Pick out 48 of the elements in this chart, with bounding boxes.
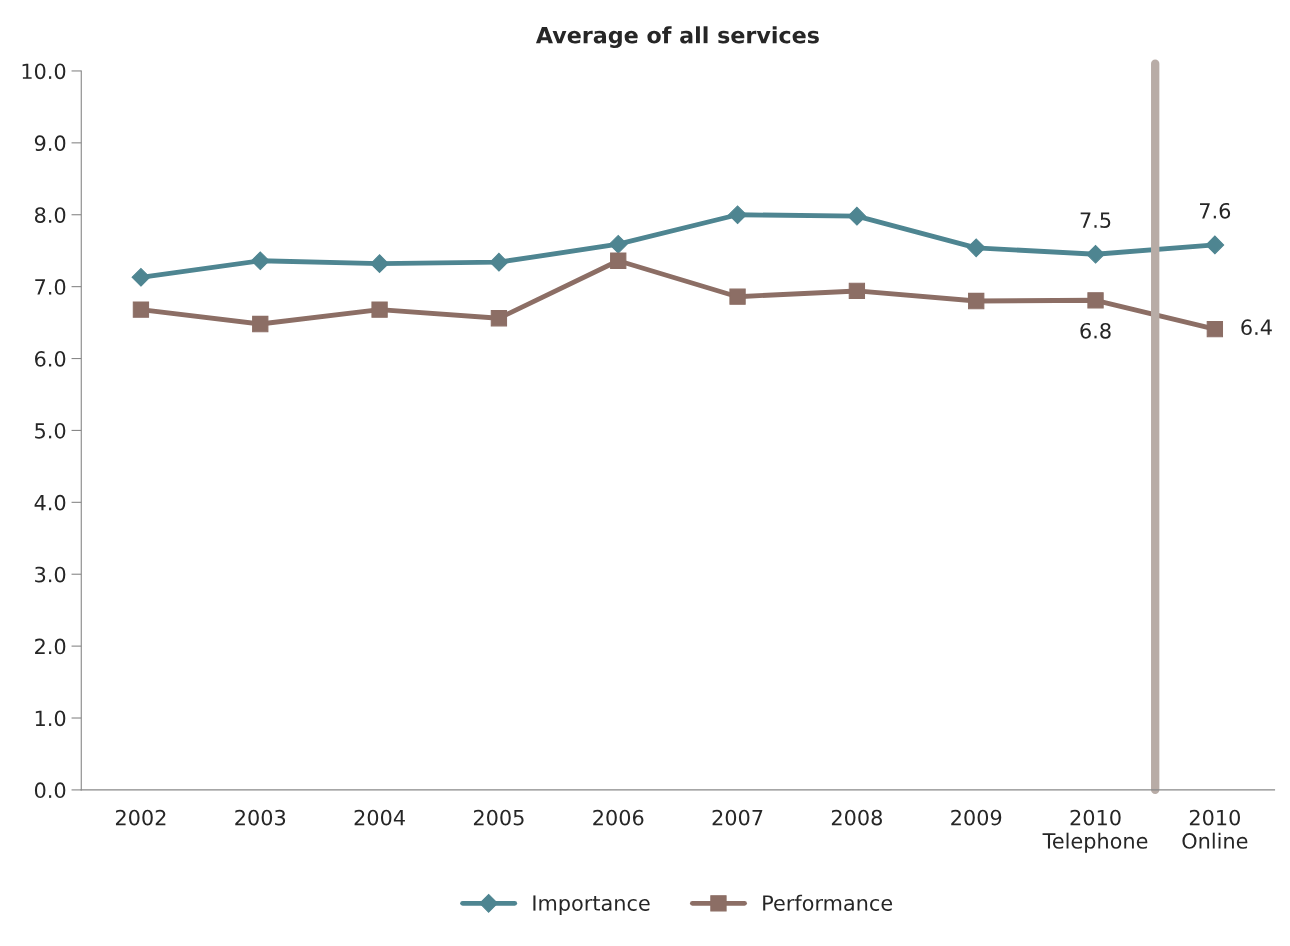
- point: [729, 288, 746, 305]
- data-label: 6.4: [1241, 319, 1272, 336]
- y-tick-label: 0.0: [34, 782, 66, 799]
- y-tick-label: 5.0: [35, 422, 66, 439]
- x-tick-label: 2010 Online: [1182, 809, 1248, 849]
- x-tick-label: 2005: [473, 809, 524, 826]
- point: [489, 252, 509, 272]
- point: [490, 310, 508, 327]
- y-tick-label: 10.0: [22, 63, 66, 80]
- x-tick-label: 2009: [951, 809, 1002, 826]
- data-label: 6.8: [1080, 322, 1111, 339]
- point: [252, 315, 269, 333]
- x-tick-label: 2004: [354, 809, 405, 826]
- x-tick-label: 2008: [831, 809, 882, 826]
- point: [370, 254, 389, 273]
- y-tick-label: 6.0: [35, 350, 66, 367]
- point: [1086, 244, 1105, 264]
- point: [250, 251, 270, 271]
- y-tick-label: 3.0: [35, 566, 66, 583]
- legend-label: Importance: [533, 895, 650, 915]
- x-tick-label: 2006: [593, 809, 644, 826]
- y-tick-label: 7.0: [35, 279, 66, 295]
- point: [848, 282, 866, 300]
- point: [610, 252, 627, 269]
- x-tick-label: 2003: [235, 809, 286, 826]
- point: [131, 267, 151, 287]
- legend-label: Performance: [763, 894, 893, 911]
- y-tick-label: 9.0: [34, 135, 66, 152]
- point: [608, 234, 628, 254]
- y-tick-label: 4.0: [34, 494, 66, 511]
- y-tick-label: 8.0: [34, 207, 66, 223]
- x-tick-label: 2010 Telephone: [1042, 809, 1148, 853]
- y-tick-label: 1.0: [35, 710, 66, 727]
- point: [1205, 235, 1225, 255]
- point: [847, 206, 867, 226]
- point: [132, 301, 150, 318]
- y-tick-label: 2.0: [35, 638, 66, 655]
- data-label: 7.6: [1200, 202, 1231, 219]
- point: [1206, 320, 1224, 338]
- point: [966, 238, 986, 258]
- point: [728, 205, 747, 225]
- chart-title: Average of all services: [535, 26, 819, 48]
- point: [371, 301, 388, 318]
- point: [968, 292, 985, 310]
- x-tick-label: 2007: [712, 809, 763, 826]
- data-label: 7.5: [1080, 212, 1111, 229]
- point: [1087, 292, 1104, 309]
- x-tick-label: 2002: [115, 809, 166, 826]
